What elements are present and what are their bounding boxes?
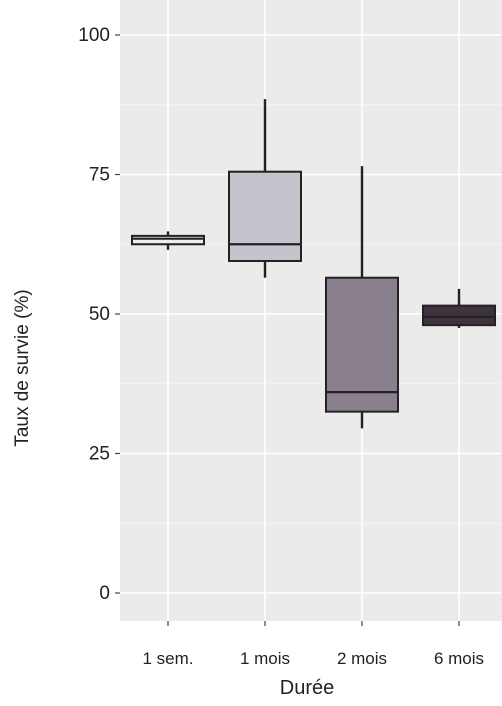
x-tick-label: 1 mois [240, 649, 290, 668]
box-body [325, 276, 399, 413]
y-tick-label: 100 [78, 25, 110, 46]
x-tick-label: 6 mois [434, 649, 484, 668]
box-body [228, 170, 302, 262]
box-group [325, 166, 399, 429]
y-axis-label: Taux de survie (%) [12, 289, 33, 446]
y-tick-label: 50 [89, 304, 110, 325]
x-tick-label: 2 mois [337, 649, 387, 668]
x-tick-label: 1 sem. [142, 649, 193, 668]
x-axis-label: Durée [280, 677, 334, 699]
y-tick-label: 75 [89, 165, 110, 186]
box-group [131, 231, 205, 250]
y-axis-ticks: 0 25 50 75 100 [78, 25, 120, 604]
box-group [228, 99, 302, 278]
y-tick-label: 0 [99, 583, 110, 604]
x-axis-ticks: 1 sem. 1 mois 2 mois 6 mois [142, 621, 484, 668]
box-body [422, 304, 496, 327]
y-tick-label: 25 [89, 444, 110, 465]
box-group [422, 288, 496, 328]
boxes [131, 99, 496, 429]
box-body [131, 234, 205, 246]
